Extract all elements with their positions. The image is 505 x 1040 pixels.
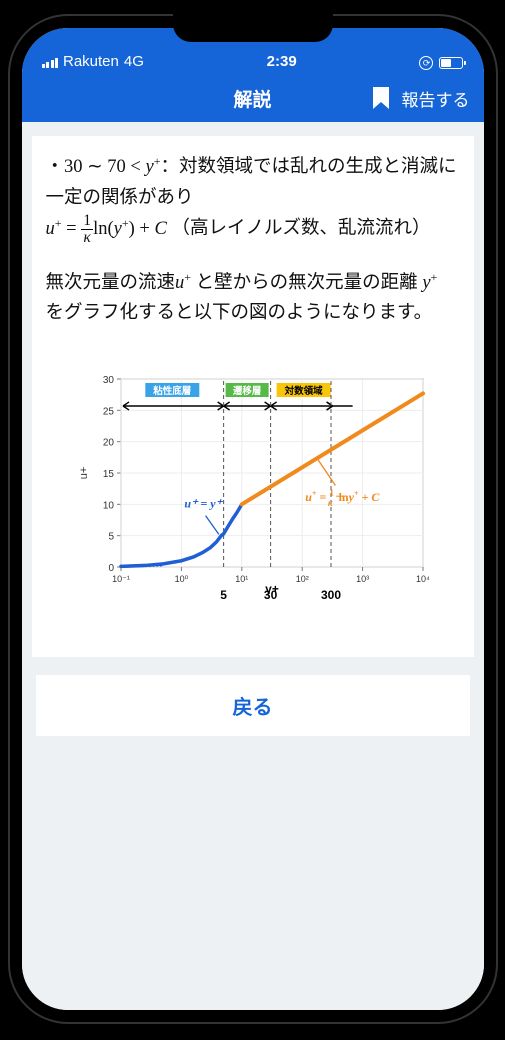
svg-text:10: 10 — [102, 500, 114, 511]
svg-text:25: 25 — [102, 406, 114, 417]
battery-icon — [439, 57, 463, 69]
explanation-card: ・30 ∼ 70 < y+：対数領域では乱れの生成と消滅に一定の関係があり u+… — [32, 136, 474, 657]
app-header: 解説 報告する — [22, 74, 484, 122]
lt: < — [130, 157, 140, 177]
status-left: Rakuten 4G — [42, 53, 144, 70]
svg-text:10⁰: 10⁰ — [174, 574, 188, 584]
report-button[interactable]: 報告する — [402, 86, 470, 111]
svg-text:粘性底層: 粘性底層 — [152, 385, 191, 397]
y-plus2: + — [122, 216, 129, 230]
phone-screen: Rakuten 4G 2:39 ⟳ 解説 報告する — [22, 28, 484, 1010]
u-var: u — [46, 219, 55, 239]
header-actions: 報告する — [370, 74, 470, 122]
c-const: C — [155, 219, 167, 239]
network-label: 4G — [124, 53, 144, 70]
status-right: ⟳ — [419, 56, 463, 70]
range-high: 70 — [107, 157, 126, 177]
boundary-layer-chart: 0 5 10 15 20 25 30 10⁻¹ 10⁰ 10¹ 10² 10³ 10⁴ 粘性底層 遷移層 対数… — [73, 369, 433, 630]
page-title: 解説 — [233, 85, 271, 112]
y-var: y — [145, 157, 153, 177]
svg-text:遷移層: 遷移層 — [232, 385, 261, 397]
svg-text:5: 5 — [220, 588, 227, 602]
ln-open: ln( — [93, 219, 114, 239]
footer-row: 戻る — [36, 675, 470, 736]
p2b: と壁からの無次元量の距離 — [191, 273, 422, 293]
eq-note: （高レイノルズ数、乱流流れ） — [171, 219, 430, 239]
orientation-lock-icon: ⟳ — [419, 56, 433, 70]
svg-text:10¹: 10¹ — [235, 574, 248, 584]
svg-text:0: 0 — [108, 563, 114, 574]
svg-text:10⁻¹: 10⁻¹ — [112, 574, 130, 584]
svg-text:u+: u+ — [78, 467, 90, 480]
y-var2: y — [114, 219, 122, 239]
svg-text:300: 300 — [320, 588, 340, 602]
signal-icon — [42, 56, 59, 68]
eq-sign: = — [62, 219, 82, 239]
svg-text:対数領域: 対数領域 — [283, 385, 323, 397]
frac-den: κ — [81, 230, 93, 246]
u-plus: + — [55, 216, 62, 230]
y-plus3: + — [431, 270, 438, 284]
svg-text:20: 20 — [102, 437, 114, 448]
svg-text:10³: 10³ — [356, 574, 369, 584]
status-time: 2:39 — [267, 53, 297, 70]
chart-svg: 0 5 10 15 20 25 30 10⁻¹ 10⁰ 10¹ 10² 10³ 10⁴ 粘性底層 遷移層 対数… — [73, 369, 433, 619]
paragraph-1: ・30 ∼ 70 < y+：対数領域では乱れの生成と消滅に一定の関係があり u+… — [46, 152, 460, 246]
svg-text:10²: 10² — [295, 574, 308, 584]
svg-text:y+: y+ — [265, 582, 279, 596]
svg-text:5: 5 — [108, 531, 114, 542]
close-plus: ) + — [129, 219, 155, 239]
y-var3: y — [422, 273, 430, 293]
phone-notch — [173, 14, 333, 42]
frac-num: 1 — [81, 213, 93, 230]
p2a: 無次元量の流速 — [46, 273, 176, 293]
paragraph-2: 無次元量の流速u+ と壁からの無次元量の距離 y+ をグラフ化すると以下の図のよ… — [46, 268, 460, 329]
svg-text:30: 30 — [102, 375, 114, 386]
svg-text:10⁴: 10⁴ — [416, 574, 430, 584]
p2c: をグラフ化すると以下の図のようになります。 — [46, 303, 433, 323]
back-button[interactable]: 戻る — [36, 675, 470, 736]
range-low: 30 — [64, 157, 83, 177]
u-var2: u — [175, 273, 184, 293]
svg-text:u⁺ = y⁺: u⁺ = y⁺ — [184, 496, 223, 510]
tilde: ∼ — [87, 157, 103, 177]
home-indicator — [188, 1011, 318, 1016]
phone-frame: Rakuten 4G 2:39 ⟳ 解説 報告する — [8, 14, 498, 1024]
svg-text:15: 15 — [102, 469, 114, 480]
fraction-1-kappa: 1κ — [81, 213, 93, 245]
bookmark-icon[interactable] — [370, 85, 392, 111]
carrier-label: Rakuten — [63, 53, 119, 70]
content-area: ・30 ∼ 70 < y+：対数領域では乱れの生成と消滅に一定の関係があり u+… — [22, 122, 484, 1010]
bullet: ・ — [46, 157, 65, 177]
